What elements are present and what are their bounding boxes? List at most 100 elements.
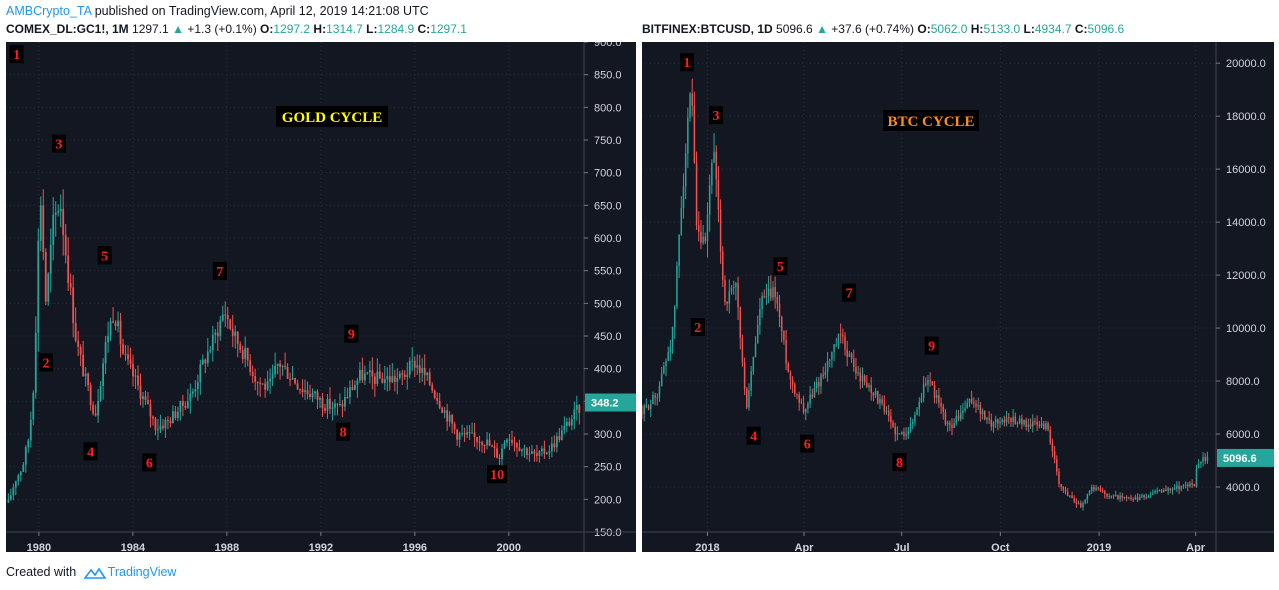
candle bbox=[528, 446, 531, 462]
btc-chart[interactable]: 4000.0 6000.0 8000.0 10000.0 12000.0 14000.0 1… bbox=[642, 42, 1274, 552]
price-axis-label: 500.0 bbox=[594, 298, 622, 310]
candle bbox=[147, 392, 149, 405]
candle bbox=[526, 447, 528, 460]
candle-body bbox=[1066, 491, 1069, 497]
candle-body bbox=[1193, 484, 1196, 487]
cycle-marker-8: 8 bbox=[896, 456, 903, 471]
candle-body bbox=[468, 432, 471, 434]
gold-open: 1297.2 bbox=[273, 22, 311, 36]
candle-body bbox=[802, 403, 805, 413]
candle bbox=[894, 422, 896, 442]
candle bbox=[1064, 486, 1067, 495]
gold-chart[interactable]: 150.0200.0250.0300.0350.0400.0450.0500.0… bbox=[6, 42, 636, 552]
candle bbox=[748, 383, 750, 411]
candle bbox=[254, 368, 257, 391]
candle-body bbox=[433, 390, 436, 398]
candle-body bbox=[1095, 487, 1097, 490]
candle-body bbox=[752, 357, 755, 372]
candle-body bbox=[1038, 424, 1041, 427]
candle bbox=[977, 397, 979, 411]
candle-body bbox=[104, 342, 107, 364]
candle bbox=[669, 339, 672, 361]
candle bbox=[286, 363, 289, 379]
tradingview-link[interactable]: TradingView bbox=[107, 565, 177, 579]
candle bbox=[645, 398, 648, 408]
candle-body bbox=[573, 409, 576, 420]
candle-body bbox=[935, 395, 938, 398]
candle bbox=[1040, 416, 1043, 428]
candle-body bbox=[351, 387, 354, 390]
candle-body bbox=[443, 410, 446, 413]
candle bbox=[421, 358, 424, 382]
candle-body bbox=[942, 406, 945, 412]
candle bbox=[828, 358, 831, 368]
candle-body bbox=[890, 415, 892, 423]
candle-body bbox=[798, 394, 800, 403]
candle bbox=[169, 417, 172, 428]
candle bbox=[949, 420, 951, 432]
candle-body bbox=[508, 439, 511, 441]
author-link[interactable]: AMBCrypto_TA bbox=[6, 4, 92, 18]
btc-chart-panel[interactable]: 4000.0 6000.0 8000.0 10000.0 12000.0 14000.0 1… bbox=[642, 42, 1274, 552]
candle-body bbox=[1001, 419, 1003, 422]
candle-body bbox=[14, 481, 17, 488]
candle bbox=[711, 159, 713, 194]
candle-body bbox=[1045, 423, 1047, 430]
candle bbox=[9, 488, 12, 501]
gold-symbol: COMEX_DL:GC1!, 1M bbox=[6, 22, 129, 36]
candle bbox=[997, 418, 999, 431]
candle bbox=[959, 405, 962, 422]
candle-body bbox=[448, 415, 451, 422]
candle bbox=[391, 363, 394, 384]
candle-body bbox=[211, 334, 214, 351]
candle bbox=[726, 301, 728, 311]
candle-body bbox=[216, 332, 219, 337]
candle-body bbox=[842, 334, 844, 337]
candle-body bbox=[966, 402, 969, 409]
candle-body bbox=[850, 353, 853, 359]
candle-body bbox=[794, 384, 796, 395]
candles bbox=[642, 78, 1209, 511]
candle-body bbox=[949, 422, 951, 426]
candle-body bbox=[34, 332, 37, 393]
candle bbox=[129, 347, 132, 369]
candle bbox=[1095, 484, 1097, 492]
candle-body bbox=[149, 404, 152, 417]
candle-body bbox=[12, 487, 15, 496]
candle bbox=[244, 336, 247, 368]
candle-body bbox=[1010, 418, 1012, 423]
candle-body bbox=[1152, 493, 1154, 495]
btc-change: +37.6 (+0.74%) bbox=[831, 22, 915, 36]
candle bbox=[824, 362, 827, 379]
candle-body bbox=[162, 425, 164, 429]
candle-body bbox=[52, 214, 55, 246]
candle-body bbox=[673, 306, 676, 327]
gold-high: 1314.7 bbox=[326, 22, 363, 36]
candle-body bbox=[920, 398, 923, 402]
candle bbox=[1173, 484, 1176, 490]
candle-body bbox=[346, 397, 349, 399]
candle bbox=[34, 316, 37, 399]
candle-body bbox=[259, 382, 262, 385]
gold-chart-panel[interactable]: 150.0200.0250.0300.0350.0400.0450.0500.0… bbox=[6, 42, 636, 552]
candle-body bbox=[933, 385, 936, 398]
candle bbox=[813, 381, 816, 398]
candle bbox=[702, 224, 704, 245]
candle-body bbox=[750, 371, 752, 391]
candle-body bbox=[184, 405, 187, 408]
candle bbox=[1093, 484, 1095, 493]
candle-body bbox=[916, 409, 918, 415]
candle bbox=[708, 174, 711, 232]
btc-close-label: C: bbox=[1074, 22, 1088, 36]
candle bbox=[874, 387, 877, 398]
candle-body bbox=[336, 403, 339, 405]
candle bbox=[496, 442, 498, 459]
candle bbox=[321, 393, 324, 417]
candle bbox=[756, 315, 759, 344]
candle bbox=[1010, 417, 1012, 428]
cycle-marker-bg bbox=[924, 336, 939, 355]
candle bbox=[1165, 485, 1167, 492]
candle bbox=[1147, 494, 1150, 498]
candle-body bbox=[176, 412, 179, 418]
candle-body bbox=[669, 346, 672, 353]
